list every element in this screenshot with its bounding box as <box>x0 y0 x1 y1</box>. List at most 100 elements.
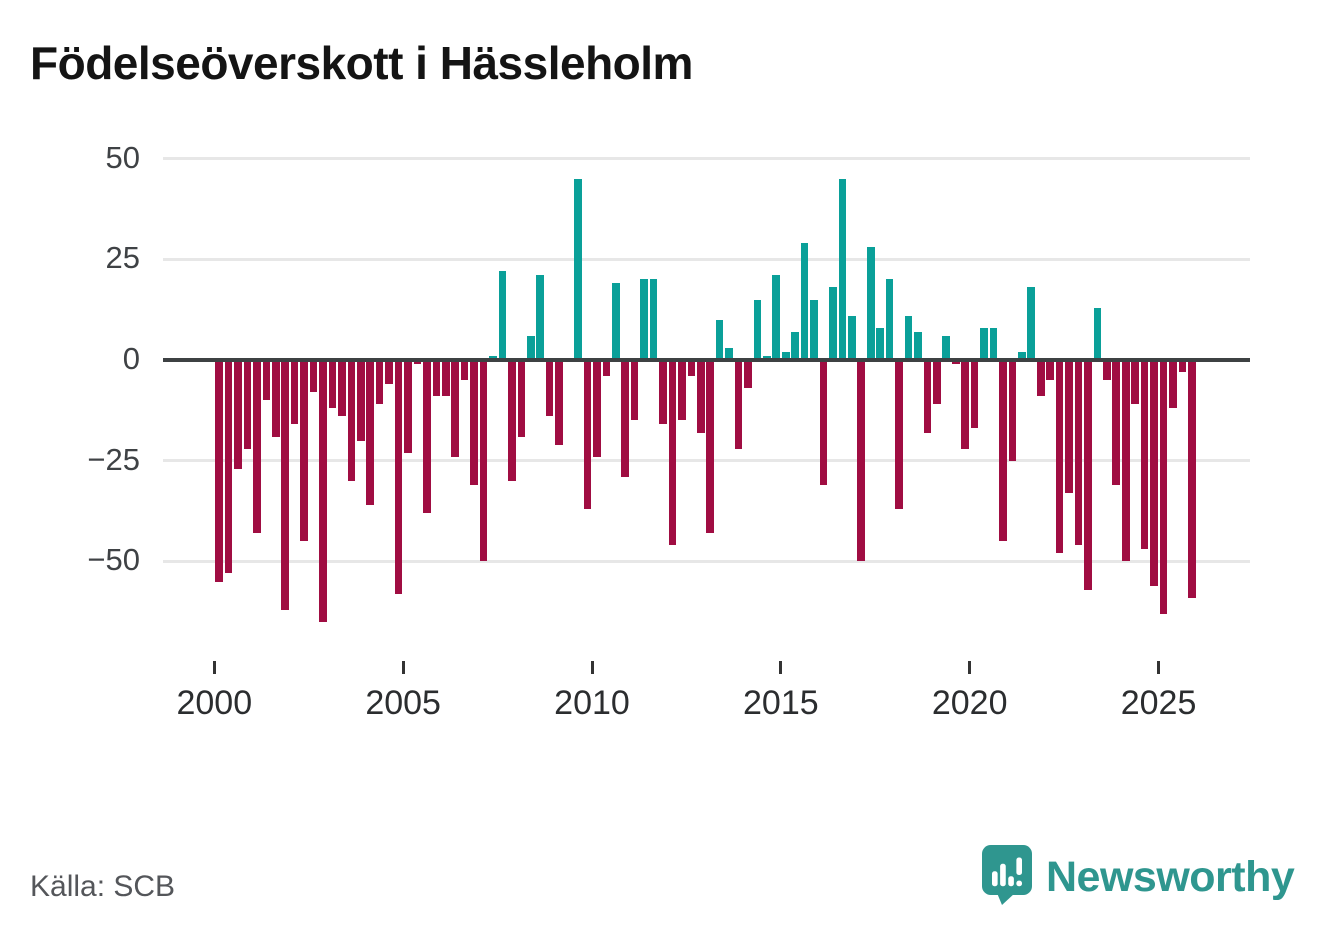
source-label: Källa: SCB <box>30 870 176 903</box>
x-tick-label: 2010 <box>554 684 630 722</box>
gridline <box>163 559 1250 563</box>
y-tick-label: −50 <box>87 542 140 578</box>
bar-2019Q4 <box>961 360 969 449</box>
bar-2010Q4 <box>621 360 629 477</box>
bar-2023Q4 <box>1112 360 1121 485</box>
gridline <box>163 157 1250 161</box>
x-tick-mark <box>212 661 216 674</box>
bar-2021Q4 <box>1036 360 1045 397</box>
bar-2013Q1 <box>706 360 714 534</box>
bar-2016Q4 <box>848 315 856 360</box>
bar-2012Q2 <box>678 360 686 421</box>
bar-2003Q1 <box>328 360 337 409</box>
bar-2002Q1 <box>290 360 299 425</box>
bar-2024Q4 <box>1150 360 1158 586</box>
bar-2025Q2 <box>1169 360 1177 409</box>
x-tick-mark <box>590 661 594 674</box>
bar-2013Q4 <box>734 360 743 449</box>
bar-2022Q1 <box>1046 360 1054 381</box>
zero-axis-line <box>163 358 1250 362</box>
bar-2005Q4 <box>432 360 441 397</box>
bar-2016Q2 <box>829 287 837 360</box>
bar-2001Q1 <box>253 360 261 534</box>
bar-2018Q2 <box>904 315 913 360</box>
bar-2002Q2 <box>300 360 308 542</box>
bar-2020Q1 <box>970 360 979 429</box>
bar-2007Q2 <box>489 355 497 360</box>
bar-2023Q2 <box>1093 307 1102 360</box>
bar-2019Q2 <box>942 335 951 360</box>
bar-2020Q3 <box>989 327 998 360</box>
y-tick-label: 25 <box>105 240 140 276</box>
bar-2014Q1 <box>744 360 752 389</box>
bar-2003Q4 <box>356 360 365 441</box>
bar-2002Q3 <box>309 360 318 393</box>
bar-2021Q2 <box>1018 351 1026 360</box>
bar-2024Q3 <box>1140 360 1149 550</box>
bar-2009Q4 <box>583 360 592 510</box>
bar-2010Q3 <box>611 283 620 360</box>
x-tick-mark <box>779 661 783 674</box>
bar-2006Q1 <box>441 360 450 397</box>
bar-2025Q3 <box>1178 360 1187 373</box>
bar-2020Q4 <box>999 360 1007 542</box>
bar-2012Q1 <box>668 360 677 546</box>
bar-2017Q4 <box>885 279 894 360</box>
bar-2010Q1 <box>593 360 601 457</box>
bar-2022Q4 <box>1074 360 1083 546</box>
bar-2014Q4 <box>772 275 781 360</box>
bar-2008Q1 <box>517 360 526 437</box>
bar-2020Q2 <box>980 327 988 360</box>
bar-2012Q3 <box>687 360 696 377</box>
bar-2021Q3 <box>1027 287 1036 360</box>
bar-2005Q2 <box>413 360 422 365</box>
bar-2015Q4 <box>810 299 818 360</box>
bar-2011Q3 <box>649 279 658 360</box>
bar-2010Q2 <box>602 360 611 377</box>
bar-2025Q1 <box>1159 360 1168 614</box>
bar-2017Q2 <box>866 247 875 360</box>
bar-2005Q1 <box>404 360 412 453</box>
bar-2007Q3 <box>498 271 507 360</box>
bar-2019Q1 <box>933 360 941 405</box>
bar-2014Q3 <box>763 355 771 360</box>
x-tick-label: 2005 <box>365 684 441 722</box>
bar-2009Q3 <box>574 178 582 360</box>
bar-2005Q3 <box>423 360 431 514</box>
bar-2008Q3 <box>536 275 544 360</box>
bar-2006Q4 <box>470 360 478 485</box>
bar-2001Q3 <box>271 360 280 437</box>
bar-2009Q1 <box>555 360 563 445</box>
bar-2002Q4 <box>319 360 327 622</box>
bar-2022Q3 <box>1065 360 1073 493</box>
bar-2025Q4 <box>1188 360 1196 598</box>
chart-title: Födelseöverskott i Hässleholm <box>30 37 693 89</box>
x-tick-label: 2020 <box>931 684 1008 722</box>
bar-2023Q1 <box>1084 360 1092 590</box>
newsworthy-pin-icon <box>982 845 1032 905</box>
bar-2011Q4 <box>659 360 667 425</box>
bar-2000Q1 <box>215 360 223 582</box>
bar-2004Q1 <box>366 360 374 505</box>
bar-2004Q2 <box>375 360 384 405</box>
bar-2023Q3 <box>1103 360 1111 381</box>
bar-2016Q1 <box>819 360 828 485</box>
bar-2018Q1 <box>895 360 903 510</box>
bar-2004Q3 <box>385 360 393 385</box>
bar-2013Q2 <box>715 319 724 360</box>
y-tick-label: 0 <box>122 341 140 376</box>
bar-2008Q4 <box>545 360 554 417</box>
bar-2000Q3 <box>234 360 242 469</box>
bar-2011Q1 <box>630 360 639 421</box>
bar-2022Q2 <box>1055 360 1064 554</box>
x-tick-mark <box>1157 661 1161 674</box>
bar-2015Q2 <box>791 331 799 360</box>
gridline <box>163 257 1250 261</box>
bar-2015Q3 <box>800 243 809 360</box>
bar-2004Q4 <box>394 360 403 594</box>
bar-2008Q2 <box>526 335 535 360</box>
bar-2024Q2 <box>1131 360 1139 405</box>
x-tick-label: 2000 <box>176 684 253 722</box>
bar-2012Q4 <box>696 360 705 433</box>
